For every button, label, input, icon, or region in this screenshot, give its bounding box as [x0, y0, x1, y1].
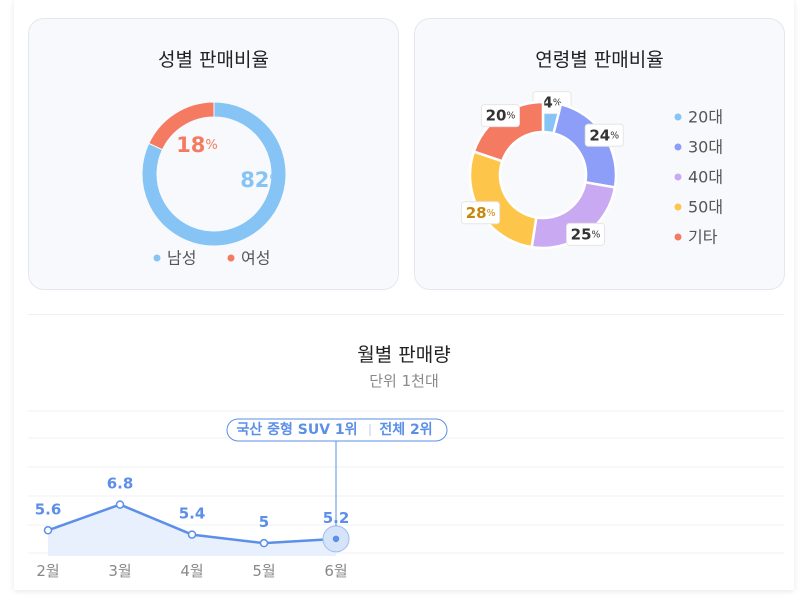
age-pct-label-0: 4% — [542, 94, 561, 112]
data-label-1: 6.8 — [107, 475, 134, 493]
age-label-box-4 — [480, 104, 520, 128]
age-pct-label-1: 24% — [589, 126, 619, 144]
data-point-0 — [43, 526, 53, 535]
age-legend-dot-3 — [674, 203, 682, 211]
x-tick-label-3: 5월 — [252, 562, 275, 580]
annotation-right-text: 전체 2위 — [379, 421, 432, 438]
age-legend-label-2: 40대 — [688, 168, 723, 187]
age-legend-label-4: 기타 — [688, 228, 718, 247]
age-pct-label-3: 28% — [466, 204, 496, 222]
gender-legend-label-0: 남성 — [167, 249, 196, 268]
data-label-2: 5.4 — [179, 505, 206, 523]
age-pct-label-2: 25% — [571, 225, 601, 243]
age-label-box-1 — [584, 123, 624, 147]
monthly-chart-title: 월별 판매량 — [357, 344, 451, 366]
data-label-0: 5.6 — [35, 500, 62, 518]
age-legend-label-1: 30대 — [688, 138, 723, 157]
data-label-3: 5 — [259, 513, 269, 531]
data-point-2 — [187, 530, 197, 539]
annotation-pill — [226, 418, 448, 442]
gender-legend-dot-0 — [153, 254, 161, 262]
gender-card: 성별 판매비율 82% 18% 남성 여성 — [28, 18, 399, 290]
gender-male-pct-label: 82% — [240, 168, 282, 192]
gender-slice-1 — [148, 101, 215, 151]
gender-legend-dot-1 — [227, 254, 235, 262]
age-legend-label-0: 20대 — [688, 108, 723, 127]
gender-donut-chart: 82% 18% 남성 여성 — [141, 101, 287, 268]
age-slice-3 — [468, 149, 538, 249]
monthly-chart-subtitle: 단위 1천대 — [369, 372, 439, 390]
annotation-left-text: 국산 중형 SUV 1위 — [236, 421, 357, 438]
age-legend-label-3: 50대 — [688, 198, 723, 217]
age-pct-label-4: 20% — [486, 107, 516, 125]
gender-legend-label-1: 여성 — [241, 249, 270, 268]
age-legend-dot-2 — [674, 173, 682, 181]
section-divider — [28, 314, 784, 315]
age-legend-dot-4 — [674, 233, 682, 241]
data-point-3 — [259, 538, 269, 548]
age-legend-dot-1 — [674, 143, 682, 151]
gender-chart-title: 성별 판매비율 — [158, 49, 269, 71]
x-tick-label-4: 6월 — [324, 562, 347, 580]
gender-slice-0 — [141, 101, 287, 247]
age-chart-title: 연령별 판매비율 — [535, 49, 664, 71]
monthly-line-chart: 5.6 2월 6.8 3월 5.4 4월 5 5월 5.2 6월 국산 중형 SUV 1위 전체 2위 — [28, 410, 784, 580]
age-slice-4 — [472, 100, 545, 163]
age-label-box-2 — [566, 222, 606, 246]
age-legend-dot-0 — [674, 113, 682, 121]
x-tick-label-0: 2월 — [36, 562, 59, 580]
data-label-4: 5.2 — [323, 509, 350, 527]
x-tick-label-1: 3월 — [108, 562, 131, 580]
gender-female-pct-label: 18% — [176, 133, 218, 157]
data-point-1 — [115, 500, 125, 509]
age-label-box-3 — [461, 201, 501, 225]
x-tick-label-2: 4월 — [180, 562, 203, 580]
data-point-4 — [332, 535, 340, 543]
